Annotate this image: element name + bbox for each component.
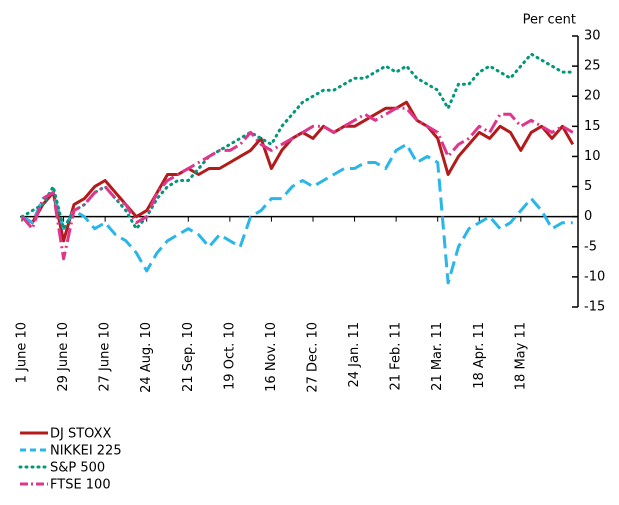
y-tick-label: 20 [584, 89, 601, 104]
series-line [21, 100, 575, 243]
x-tick-label: 21 Mar. 11 [430, 322, 445, 391]
series-line [21, 142, 573, 285]
legend-label: S&P 500 [50, 461, 105, 476]
y-tick-label: 30 [584, 29, 601, 44]
x-tick-label: 19 Oct. 10 [222, 322, 237, 390]
y-tick-label: -5 [584, 239, 597, 254]
y-tick-label: 15 [584, 119, 601, 134]
x-tick-label: 24 Jan. 11 [347, 322, 362, 388]
x-tick-label: 18 May 11 [513, 322, 528, 390]
legend-label: NIKKEI 225 [50, 444, 122, 459]
x-tick-label: 18 Apr. 11 [472, 322, 487, 389]
x-tick-label: 29 June 10 [56, 322, 71, 392]
y-tick-label: 25 [584, 59, 601, 74]
x-tick-label: 21 Feb. 11 [389, 322, 404, 391]
x-tick-label: 27 June 10 [98, 322, 113, 392]
x-tick-label: 16 Nov. 10 [264, 322, 279, 392]
series-line [20, 52, 575, 231]
y-tick-label: 5 [584, 179, 592, 194]
x-tick-label: 24 Aug. 10 [139, 322, 154, 393]
y-tick-label: 0 [584, 209, 592, 224]
y-axis-label: Per cent [523, 13, 576, 28]
y-tick-label: 10 [584, 149, 601, 164]
x-tick-label: 1 June 10 [15, 322, 30, 383]
x-tick-label: 27 Dec. 10 [305, 322, 320, 393]
y-tick-label: -10 [584, 269, 605, 284]
legend-label: DJ STOXX [50, 427, 111, 442]
y-tick-label: -15 [584, 300, 605, 315]
x-tick-label: 21 Sep. 10 [181, 322, 196, 392]
legend-label: FTSE 100 [50, 478, 111, 493]
series-line [20, 106, 574, 261]
